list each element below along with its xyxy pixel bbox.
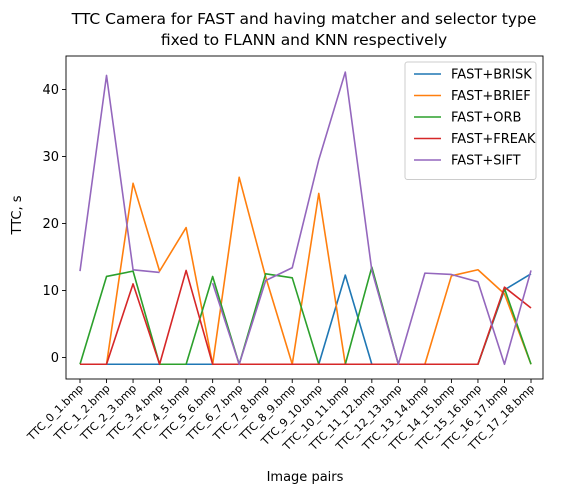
y-axis-label: TTC, s	[10, 195, 25, 235]
legend: FAST+BRISK FAST+BRIEF FAST+ORB FAST+FREAK FA…	[404, 61, 537, 180]
plot-area	[65, 55, 544, 380]
chart-title-line-2: fixed to FLANN and KNN respectively	[161, 31, 447, 49]
legend-label-fast-brisk: FAST+BRISK	[451, 68, 532, 83]
x-axis-ticks: TTC_0_1.bmpTTC_1_2.bmpTTC_2_3.bmpTTC_3_4…	[24, 379, 537, 454]
chart-title-line-1: TTC Camera for FAST and having matcher a…	[71, 10, 537, 28]
y-tick-label: 10	[42, 284, 59, 299]
legend-label-fast-sift: FAST+SIFT	[451, 154, 521, 169]
legend-label-fast-freak: FAST+FREAK	[451, 132, 536, 147]
y-tick-label: 40	[42, 83, 59, 98]
y-axis-ticks: 0 10 20 30 40	[42, 83, 66, 366]
series-layer	[79, 71, 532, 366]
legend-label-fast-brief: FAST+BRIEF	[451, 89, 531, 104]
x-axis-label: Image pairs	[267, 470, 344, 485]
y-tick-label: 20	[42, 217, 59, 232]
legend-label-fast-orb: FAST+ORB	[451, 111, 521, 126]
series-line-fast-sift	[79, 71, 532, 366]
plot-frame	[65, 55, 544, 380]
legend-box	[404, 61, 537, 180]
series-line-fast-brief	[80, 176, 532, 366]
y-tick-label: 30	[42, 150, 59, 165]
y-tick-label: 0	[51, 351, 59, 366]
series-line-fast-freak	[80, 269, 532, 366]
